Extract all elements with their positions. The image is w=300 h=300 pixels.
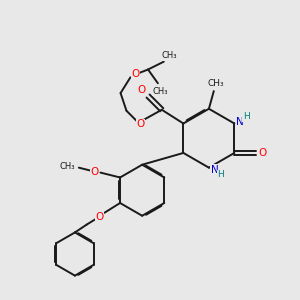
Text: N: N	[211, 165, 219, 175]
Text: CH₃: CH₃	[59, 162, 75, 171]
Text: H: H	[243, 112, 250, 121]
Text: N: N	[236, 116, 244, 127]
Text: O: O	[131, 69, 140, 80]
Text: O: O	[137, 85, 145, 95]
Text: O: O	[259, 148, 267, 158]
Text: O: O	[90, 167, 99, 177]
Text: H: H	[217, 170, 224, 179]
Text: O: O	[95, 212, 104, 222]
Text: CH₃: CH₃	[162, 51, 177, 60]
Text: CH₃: CH₃	[152, 87, 168, 96]
Text: CH₃: CH₃	[207, 79, 224, 88]
Text: O: O	[136, 119, 144, 130]
